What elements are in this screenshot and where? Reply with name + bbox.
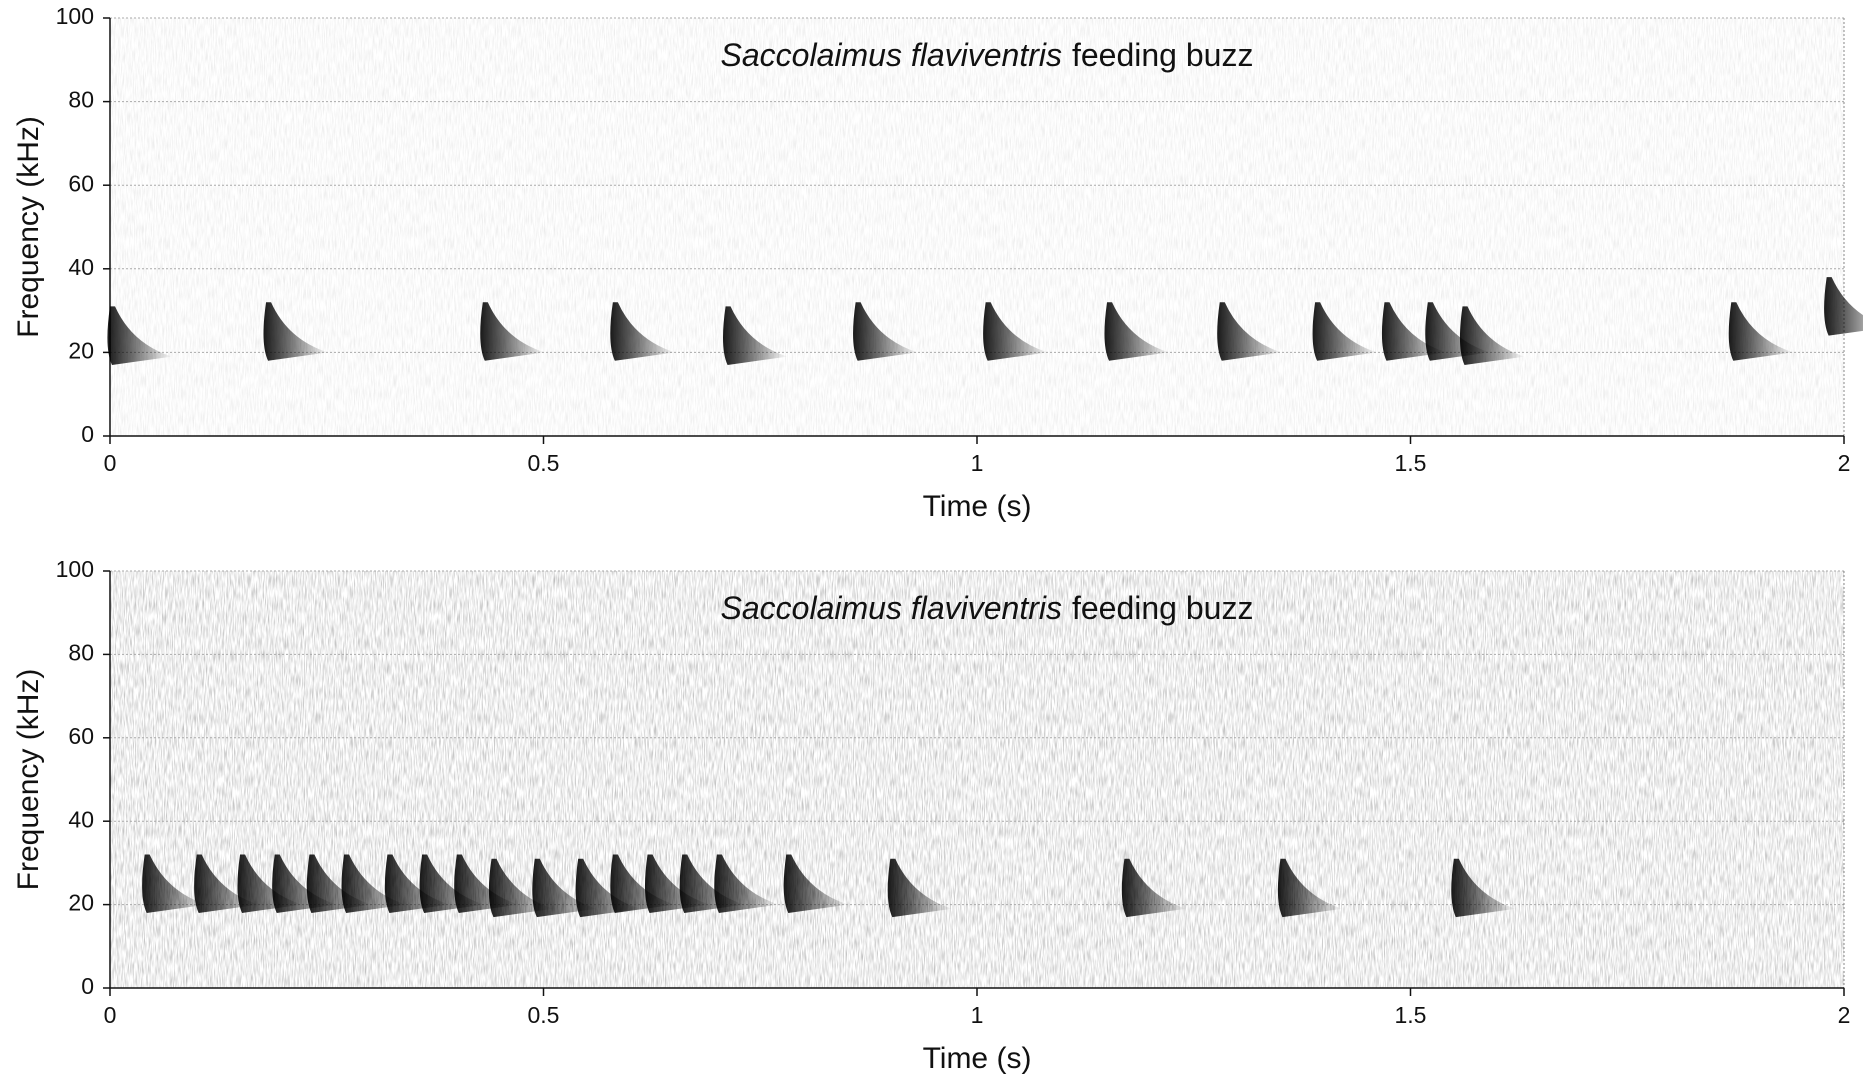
y-axis-title: Frequency (kHz) (12, 669, 45, 891)
noise (110, 571, 1844, 988)
x-tick-label: 0 (104, 1002, 117, 1028)
x-tick-label: 2 (1838, 1002, 1851, 1028)
noise (110, 18, 1844, 436)
call (610, 302, 675, 361)
call (1312, 302, 1378, 361)
y-tick-label: 60 (68, 170, 94, 196)
y-tick-label: 100 (56, 3, 94, 29)
call (1451, 858, 1516, 918)
call (983, 302, 1048, 361)
call (142, 854, 207, 913)
y-tick-label: 40 (68, 254, 94, 280)
x-tick-label: 1.5 (1395, 1002, 1427, 1028)
title-rest: feeding buzz (1072, 590, 1253, 626)
title-species: Saccolaimus flaviventris (721, 590, 1062, 626)
x-tick-label: 2 (1838, 450, 1851, 476)
title-species: Saccolaimus flaviventris (721, 37, 1062, 73)
x-tick-label: 1 (971, 1002, 984, 1028)
call (1121, 858, 1187, 918)
x-axis-title: Time (s) (923, 490, 1032, 523)
y-tick-label: 100 (56, 556, 94, 582)
x-tick-label: 1.5 (1395, 450, 1427, 476)
call (1217, 302, 1282, 361)
call (263, 302, 329, 361)
y-tick-label: 20 (68, 890, 94, 916)
y-axis-title: Frequency (kHz) (12, 116, 45, 338)
call (1104, 302, 1170, 361)
y-tick-label: 0 (81, 421, 94, 447)
call (1459, 306, 1525, 365)
call (1277, 858, 1343, 918)
title-rest: feeding buzz (1072, 37, 1253, 73)
call (783, 854, 849, 913)
call (1824, 277, 1863, 336)
x-tick-label: 0.5 (528, 1002, 560, 1028)
y-tick-label: 80 (68, 87, 94, 113)
call (722, 306, 788, 365)
chart-title: Saccolaimus flaviventris feeding buzz (721, 37, 1254, 73)
call (853, 302, 918, 361)
x-tick-label: 0 (104, 450, 117, 476)
call (107, 306, 172, 365)
call (480, 302, 545, 361)
y-tick-label: 80 (68, 639, 94, 665)
y-tick-label: 60 (68, 723, 94, 749)
x-axis-title: Time (s) (923, 1042, 1032, 1075)
x-tick-label: 1 (971, 450, 984, 476)
y-tick-label: 0 (81, 973, 94, 999)
y-tick-label: 20 (68, 337, 94, 363)
x-tick-label: 0.5 (528, 450, 560, 476)
call (887, 858, 953, 918)
call (1728, 302, 1794, 361)
y-tick-label: 40 (68, 806, 94, 832)
chart-title: Saccolaimus flaviventris feeding buzz (721, 590, 1254, 626)
call (714, 854, 779, 913)
